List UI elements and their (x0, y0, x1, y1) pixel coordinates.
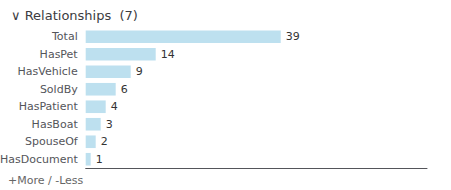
svg-text:+More / -Less: +More / -Less (8, 174, 84, 187)
svg-text:HasVehicle: HasVehicle (18, 65, 78, 78)
svg-text:3: 3 (106, 118, 113, 131)
svg-text:2: 2 (101, 135, 108, 148)
svg-text:4: 4 (111, 100, 118, 113)
svg-text:1: 1 (96, 153, 103, 166)
svg-text:14: 14 (161, 48, 175, 61)
svg-text:HasDocument: HasDocument (0, 153, 78, 166)
svg-text:SoldBy: SoldBy (40, 83, 78, 96)
svg-text:SpouseOf: SpouseOf (25, 135, 79, 148)
svg-text:39: 39 (286, 30, 300, 43)
svg-text:∨ Relationships (7): ∨ Relationships (7) (11, 8, 138, 23)
svg-text:Total: Total (51, 30, 78, 43)
svg-text:HasBoat: HasBoat (32, 118, 79, 131)
svg-text:HasPatient: HasPatient (19, 100, 79, 113)
svg-text:HasPet: HasPet (40, 48, 79, 61)
svg-text:9: 9 (136, 65, 143, 78)
svg-text:6: 6 (121, 83, 128, 96)
